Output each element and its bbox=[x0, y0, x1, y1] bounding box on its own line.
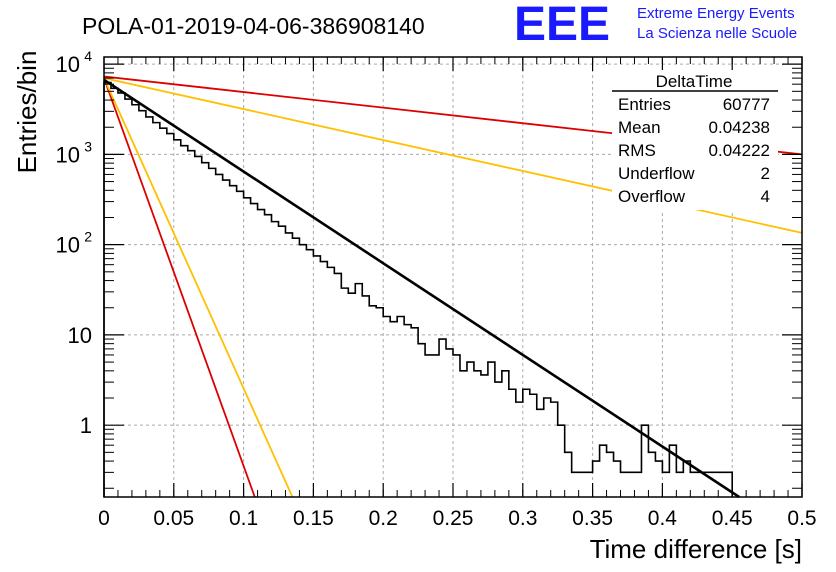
x-tick-label: 0.25 bbox=[433, 507, 474, 530]
y-tick-label: 10 bbox=[56, 233, 80, 258]
eee-logo-line2: La Scienza nelle Scuole bbox=[637, 25, 797, 42]
x-tick-label: 0.45 bbox=[712, 507, 753, 530]
y-tick-label: 10 bbox=[68, 323, 92, 348]
x-tick-label: 0.1 bbox=[229, 507, 258, 530]
stats-value-underflow: 2 bbox=[761, 164, 770, 183]
eee-logo: EEE Extreme Energy Events La Scienza nel… bbox=[514, 0, 797, 51]
stats-label-rms: RMS bbox=[618, 141, 656, 160]
y-tick-exponent: 2 bbox=[84, 229, 92, 245]
x-tick-label: 0.4 bbox=[648, 507, 678, 530]
x-tick-label: 0.2 bbox=[369, 507, 398, 530]
stats-value-rms: 0.04222 bbox=[709, 141, 770, 160]
x-tick-label: 0 bbox=[98, 507, 110, 530]
x-axis-label: Time difference [s] bbox=[590, 534, 802, 564]
stats-value-mean: 0.04238 bbox=[709, 118, 770, 137]
x-tick-label: 0.5 bbox=[787, 507, 816, 530]
eee-logo-text: EEE bbox=[514, 0, 610, 51]
stats-label-mean: Mean bbox=[618, 118, 661, 137]
y-tick-label: 1 bbox=[80, 413, 92, 438]
reference-line bbox=[103, 77, 256, 498]
y-tick-label: 10 bbox=[56, 52, 80, 77]
fit-line bbox=[103, 78, 740, 499]
stats-label-entries: Entries bbox=[618, 95, 671, 114]
stats-box-bg bbox=[612, 70, 778, 210]
x-tick-label: 0.35 bbox=[572, 507, 613, 530]
tick-layer bbox=[103, 57, 803, 497]
x-tick-label: 0.05 bbox=[153, 507, 194, 530]
x-tick-labels: 0 0.05 0.1 0.15 0.2 0.25 0.3 0.35 0.4 0.45 0.5 bbox=[98, 507, 816, 530]
y-axis-label: Entries/bin bbox=[12, 51, 42, 174]
stats-box-title: DeltaTime bbox=[656, 72, 733, 91]
y-tick-exponent: 4 bbox=[84, 48, 92, 64]
chart-title: POLA-01-2019-04-06-386908140 bbox=[82, 13, 425, 39]
eee-logo-line1: Extreme Energy Events bbox=[637, 5, 795, 22]
reference-line bbox=[103, 77, 294, 498]
histogram-outline bbox=[103, 81, 733, 497]
y-tick-exponent: 3 bbox=[84, 138, 92, 154]
x-tick-label: 0.3 bbox=[508, 507, 537, 530]
stats-value-overflow: 4 bbox=[761, 187, 770, 206]
stats-label-underflow: Underflow bbox=[618, 164, 695, 183]
stats-value-entries: 60777 bbox=[723, 95, 770, 114]
stats-box: DeltaTime Entries 60777 Mean 0.04238 RMS… bbox=[612, 70, 778, 210]
y-tick-label: 10 bbox=[56, 142, 80, 167]
x-tick-label: 0.15 bbox=[293, 507, 334, 530]
stats-label-overflow: Overflow bbox=[618, 187, 686, 206]
histogram-layer bbox=[103, 78, 740, 499]
